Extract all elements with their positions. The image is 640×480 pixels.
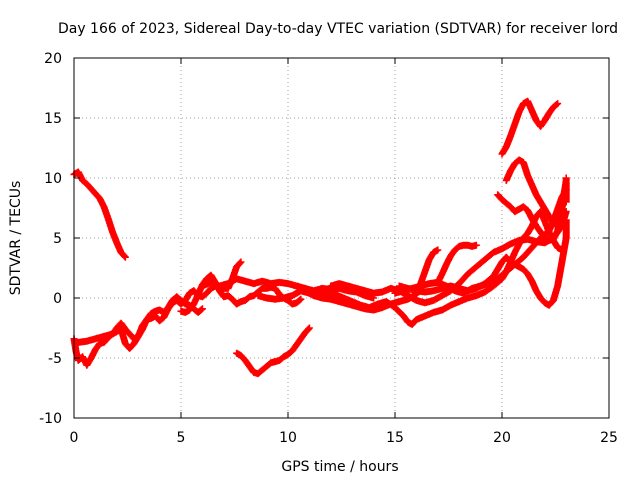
data-point-markers <box>70 168 129 261</box>
y-tick-label: 0 <box>53 291 62 307</box>
x-tick-label: 20 <box>493 430 511 446</box>
series-arc-6 <box>233 324 313 378</box>
y-tick-label: 20 <box>44 51 62 67</box>
data-points <box>70 97 570 378</box>
series-arc-15 <box>502 156 570 228</box>
x-tick-label: 15 <box>386 430 404 446</box>
x-tick-label: 10 <box>279 430 297 446</box>
x-tick-label: 5 <box>177 430 186 446</box>
y-tick-label: 10 <box>44 171 62 187</box>
x-tick-label: 25 <box>600 430 618 446</box>
y-tick-label: -5 <box>48 351 62 367</box>
series-arc-14 <box>498 97 562 158</box>
series-arc-1 <box>70 168 129 261</box>
data-point-markers <box>502 156 570 228</box>
y-tick-label: -10 <box>39 411 62 427</box>
data-point-markers <box>498 97 562 158</box>
series-arc-3 <box>74 258 245 352</box>
y-axis-title: SDTVAR / TECUs <box>8 181 24 296</box>
data-point-markers <box>74 258 245 352</box>
x-tick-label: 0 <box>70 430 79 446</box>
data-point-markers <box>233 324 313 378</box>
axes: 0 5 10 15 20 25 -10 -5 0 5 10 15 20 <box>39 51 618 446</box>
grid-lines <box>74 58 609 418</box>
x-axis-title: GPS time / hours <box>281 459 398 475</box>
y-tick-label: 5 <box>53 231 62 247</box>
chart-title: Day 166 of 2023, Sidereal Day-to-day VTE… <box>58 21 618 37</box>
y-tick-label: 15 <box>44 111 62 127</box>
